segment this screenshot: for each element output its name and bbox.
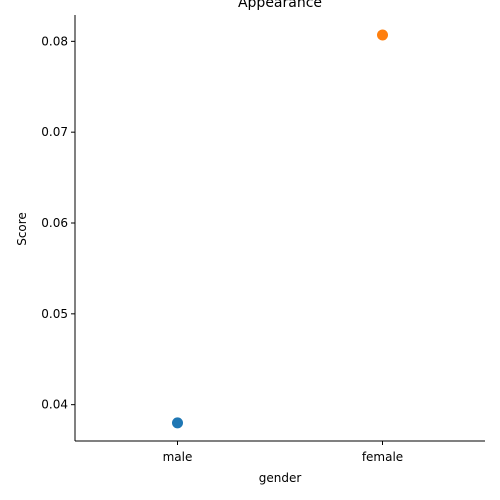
y-axis-label: Score xyxy=(15,212,29,246)
data-point-male xyxy=(172,417,183,429)
y-ticks: 0.04 0.05 0.06 0.07 0.08 xyxy=(41,34,75,412)
data-points xyxy=(172,29,388,429)
data-point-female xyxy=(377,29,388,41)
x-ticks: male female xyxy=(163,441,403,464)
x-tick-label: female xyxy=(362,450,403,464)
y-tick-label: 0.04 xyxy=(41,398,68,412)
x-tick-label: male xyxy=(163,450,193,464)
y-tick-label: 0.05 xyxy=(41,307,68,321)
y-tick-label: 0.07 xyxy=(41,125,68,139)
axes xyxy=(74,15,485,442)
y-tick-label: 0.08 xyxy=(41,34,68,48)
x-axis-label: gender xyxy=(259,471,302,485)
chart-title: Appearance xyxy=(238,0,322,11)
y-tick-label: 0.06 xyxy=(41,216,68,230)
